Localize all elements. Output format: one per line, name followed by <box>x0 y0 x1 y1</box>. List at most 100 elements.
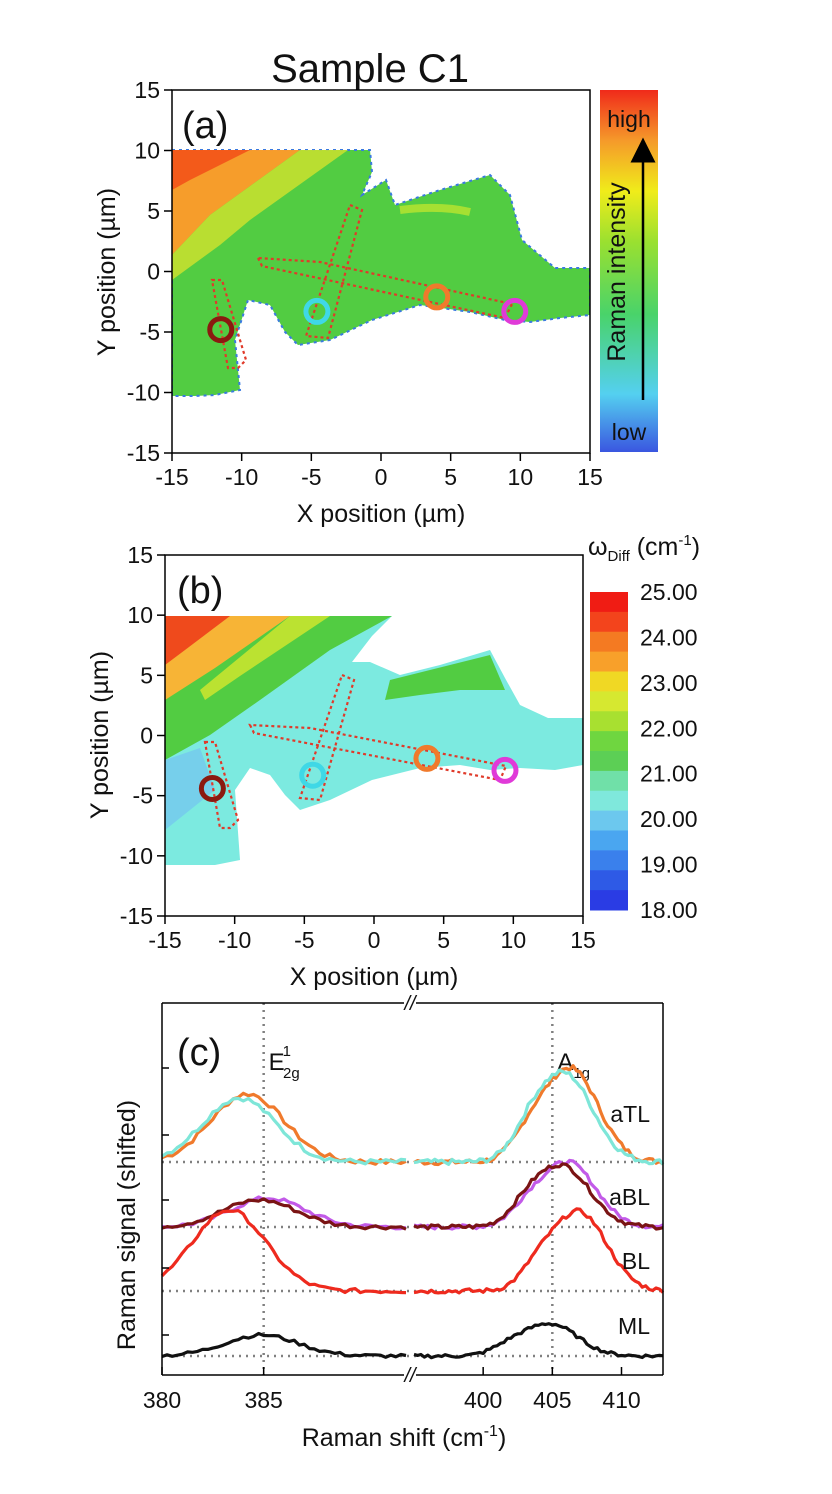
colorbar-tick-label: 19.00 <box>640 852 698 878</box>
x-tick-label: 0 <box>375 464 388 490</box>
colorbar-step <box>590 830 628 851</box>
panel-a-label: (a) <box>182 105 228 147</box>
spectrum-BL-red <box>413 1207 665 1295</box>
marker-cyan-ring <box>303 297 331 325</box>
colorbar-step <box>590 592 628 613</box>
y-tick-label: -10 <box>120 843 153 869</box>
x-tick-label: -5 <box>294 927 314 953</box>
colorbar-step <box>590 711 628 732</box>
panel-a-map <box>172 149 590 397</box>
marker-magenta-ring <box>501 297 529 325</box>
x-tick-label: 400 <box>464 1387 502 1413</box>
panel-b-colorbar-label: ωDiff (cm-1) <box>588 532 700 565</box>
panel-a-outline-flake-3 <box>256 256 514 320</box>
colorbar-tick-label: 18.00 <box>640 897 698 923</box>
panel-b-xlabel: X position (µm) <box>290 963 459 991</box>
x-tick-label: 10 <box>501 927 527 953</box>
spectrum-ML-black <box>161 1331 407 1359</box>
colorbar-step <box>590 890 628 911</box>
colorbar-step <box>590 770 628 792</box>
panel-a-colorbar-high: high <box>607 106 650 132</box>
panel-c-baselines <box>162 1160 663 1358</box>
panel-c-guides: E1 2g A1g <box>262 1003 590 1375</box>
y-tick-label: -5 <box>133 783 153 809</box>
curve-label-ML: ML <box>618 1313 650 1339</box>
panel-a-axes: -15 -10 -5 0 5 10 15 15 10 5 0 -5 -10 -15 <box>127 77 603 490</box>
panel-b-yellow-band <box>200 616 330 700</box>
panel-b-markers <box>198 744 519 802</box>
panel-a-ylabel: Y position (µm) <box>93 188 121 356</box>
panel-c-curves: aTL aBL BL ML <box>160 1064 665 1360</box>
y-tick-label: 10 <box>134 138 160 164</box>
spectrum-aTL-cyan <box>161 1096 407 1166</box>
colorbar-tick-label: 25.00 <box>640 579 698 605</box>
y-tick-label: 15 <box>127 542 153 568</box>
colorbar-step <box>590 611 628 633</box>
panel-c-xlabel: Raman shift (cm-1) <box>302 1423 507 1452</box>
panel-b: -15 -10 -5 0 5 10 15 15 10 5 0 -5 -10 -15 (b) X posit… <box>86 532 700 991</box>
marker-cyan-ring <box>299 761 327 789</box>
x-tick-label: 385 <box>244 1387 282 1413</box>
colorbar-tick-label: 21.00 <box>640 761 698 787</box>
x-tick-label: -10 <box>225 464 258 490</box>
x-tick-label: 410 <box>602 1387 640 1413</box>
y-tick-label: -15 <box>127 440 160 466</box>
x-tick-label: -15 <box>155 464 188 490</box>
curve-label-BL: BL <box>622 1248 650 1274</box>
figure-title: Sample C1 <box>271 47 469 91</box>
colorbar-step <box>590 631 628 653</box>
panel-b-colorbar: 25.00 24.00 23.00 22.00 21.00 20.00 19.00 18.00 <box>590 579 698 923</box>
spectrum-aBL-purple <box>161 1195 407 1231</box>
mode-label: E1 2g <box>269 1043 300 1082</box>
colorbar-step <box>590 850 628 871</box>
x-tick-label: 15 <box>570 927 596 953</box>
curve-label-aBL: aBL <box>609 1184 650 1210</box>
marker-dark-red-ring <box>207 316 235 344</box>
marker-dark-red-ring <box>198 774 226 802</box>
panel-b-label: (b) <box>177 570 223 612</box>
panel-b-outline-flake-3 <box>248 723 508 782</box>
panel-a-streak <box>399 203 471 216</box>
axis-break-mark: // <box>402 993 418 1015</box>
y-tick-label: 0 <box>140 723 153 749</box>
panel-a: -15 -10 -5 0 5 10 15 15 10 5 0 -5 -10 -15 (a) X posit… <box>93 77 658 528</box>
panel-a-colorbar-label: Raman intensity <box>603 182 631 362</box>
panel-a-xlabel: X position (µm) <box>297 500 466 528</box>
x-tick-label: -15 <box>148 927 181 953</box>
x-tick-label: -10 <box>218 927 251 953</box>
y-tick-label: -10 <box>127 380 160 406</box>
panel-b-green-patch <box>385 655 505 700</box>
colorbar-step <box>590 751 628 772</box>
colorbar-step <box>590 870 628 891</box>
colorbar-step <box>590 790 628 812</box>
colorbar-step <box>590 651 628 672</box>
colorbar-step <box>590 731 628 752</box>
y-tick-label: -15 <box>120 903 153 929</box>
axis-break-mark: // <box>402 1365 418 1387</box>
colorbar-tick-label: 23.00 <box>640 670 698 696</box>
panel-b-outline-flake-1 <box>203 740 240 830</box>
colorbar-tick-label: 22.00 <box>640 715 698 741</box>
y-tick-label: 15 <box>134 77 160 103</box>
x-tick-label: 10 <box>508 464 534 490</box>
y-tick-label: 5 <box>140 662 153 688</box>
spectrum-aBL-dark-red <box>413 1162 664 1231</box>
x-tick-label: 15 <box>577 464 603 490</box>
panel-a-colorbar-low: low <box>612 419 647 445</box>
colorbar-step <box>590 691 628 712</box>
marker-orange-ring <box>413 744 441 772</box>
panel-a-hot-zone <box>172 150 300 255</box>
colorbar-tick-label: 20.00 <box>640 806 698 832</box>
panel-c-ylabel: Raman signal (shifted) <box>113 1100 141 1350</box>
y-tick-label: 10 <box>127 602 153 628</box>
spectrum-ML-black <box>413 1322 664 1360</box>
colorbar-step <box>590 671 628 692</box>
colorbar-tick-label: 24.00 <box>640 624 698 650</box>
panel-b-red-zone <box>165 616 230 665</box>
spectrum-BL-red <box>160 1209 407 1295</box>
x-tick-label: 405 <box>533 1387 571 1413</box>
marker-magenta-ring <box>491 756 519 784</box>
panel-b-ylabel: Y position (µm) <box>86 651 114 819</box>
